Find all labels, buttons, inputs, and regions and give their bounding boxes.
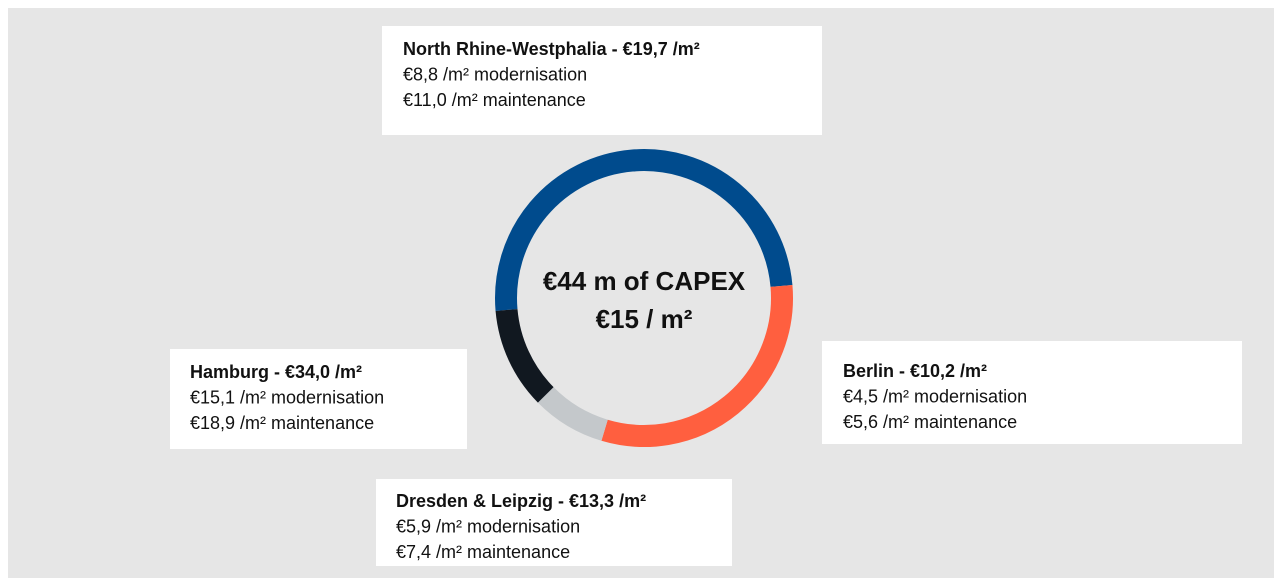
label-box <box>382 26 822 135</box>
label-box <box>822 341 1242 444</box>
label-detail: €11,0 /m² maintenance <box>403 90 586 110</box>
label-detail: €18,9 /m² maintenance <box>190 413 374 433</box>
center-text: €44 m of CAPEX <box>543 266 746 296</box>
label-box <box>170 349 467 449</box>
label-title: Berlin - €10,2 /m² <box>843 361 987 381</box>
label-title: Hamburg - €34,0 /m² <box>190 362 362 382</box>
donut-segment <box>537 386 608 441</box>
center-text: €15 / m² <box>596 304 693 334</box>
label-detail: €7,4 /m² maintenance <box>396 542 570 562</box>
label-box <box>376 479 732 566</box>
label-detail: €4,5 /m² modernisation <box>843 386 1027 406</box>
donut-segment <box>495 308 554 403</box>
donut-segment <box>601 285 793 447</box>
label-title: North Rhine-Westphalia - €19,7 /m² <box>403 39 700 59</box>
label-detail: €15,1 /m² modernisation <box>190 387 384 407</box>
label-title: Dresden & Leipzig - €13,3 /m² <box>396 491 646 511</box>
label-detail: €5,9 /m² modernisation <box>396 516 580 536</box>
donut-segment <box>495 149 793 311</box>
label-detail: €8,8 /m² modernisation <box>403 64 587 84</box>
label-detail: €5,6 /m² maintenance <box>843 412 1017 432</box>
